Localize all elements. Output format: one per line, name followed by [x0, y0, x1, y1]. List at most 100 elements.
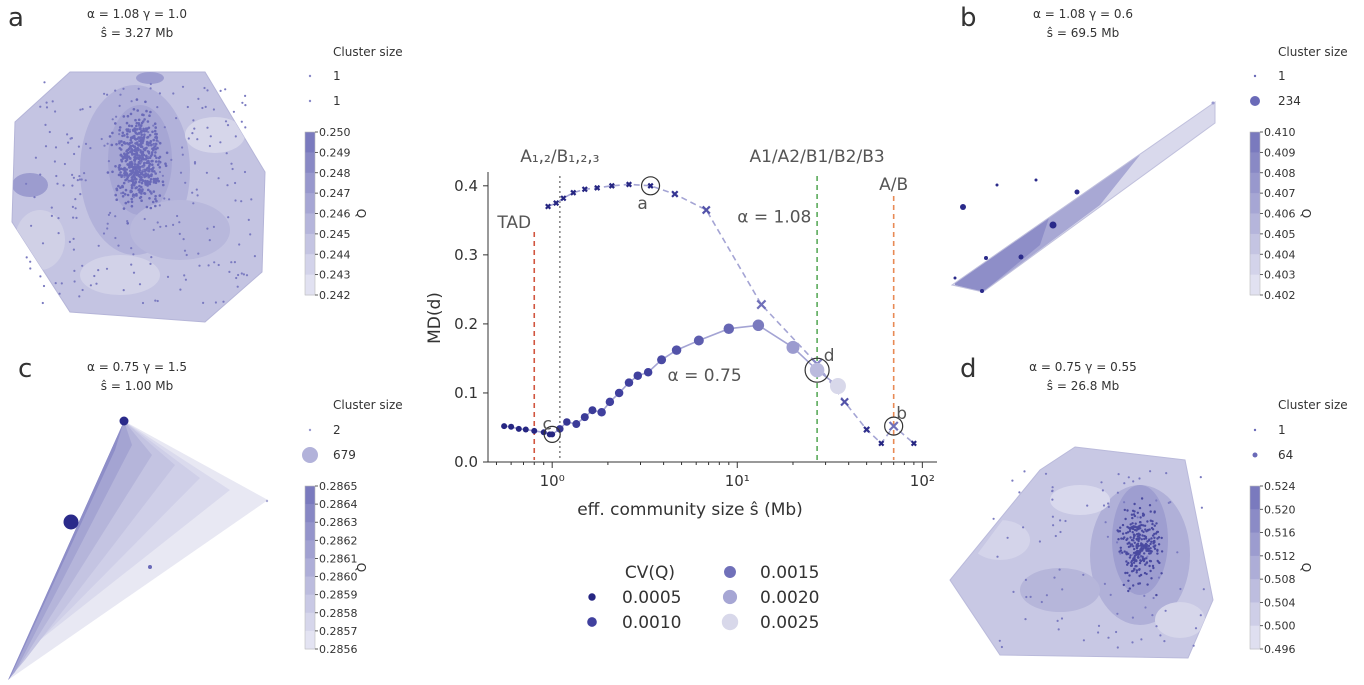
colorbar-segment: [305, 132, 315, 153]
panel-b-legend-title: Cluster size: [1278, 45, 1348, 59]
node-dot: [148, 197, 151, 200]
colorbar-label: Q: [1299, 563, 1313, 572]
node-dot: [193, 162, 197, 165]
node-dot: [1130, 513, 1134, 516]
node-dot: [153, 122, 157, 125]
node-dot: [141, 138, 144, 142]
main-y-tick-label: 0.4: [454, 177, 478, 195]
node-dot: [118, 147, 122, 150]
node-dot: [117, 173, 121, 177]
series-1-point: [580, 413, 589, 422]
annotation-label-b: b: [896, 404, 907, 424]
node-dot: [1121, 551, 1124, 554]
node-dot: [125, 121, 129, 125]
node-dot: [114, 193, 117, 197]
node-dot: [1157, 576, 1161, 579]
node-dot: [232, 110, 235, 113]
node-dot: [1138, 477, 1141, 480]
node-dot: [1149, 547, 1152, 550]
series-0-point: [581, 186, 588, 193]
colorbar-tick-label: 0.245: [319, 228, 351, 241]
node-dot: [30, 224, 33, 227]
node-dot: [1143, 534, 1146, 538]
panel-b-title-line1: α = 1.08 γ = 0.6: [1033, 7, 1133, 21]
node-dot: [150, 256, 153, 259]
colorbar-segment: [1250, 213, 1260, 235]
node-dot: [1135, 559, 1138, 562]
node-dot: [97, 269, 100, 272]
node-dot: [1132, 584, 1135, 587]
node-dot: [134, 128, 138, 131]
colorbar-segment: [305, 558, 315, 578]
node-dot: [1136, 542, 1140, 545]
node-dot: [1131, 531, 1134, 534]
colorbar-tick-label: 0.2859: [319, 589, 358, 602]
node-dot: [1138, 533, 1142, 536]
node-dot: [1165, 472, 1168, 475]
node-dot: [148, 162, 152, 166]
node-dot: [152, 228, 155, 231]
series-1-point: [809, 362, 825, 378]
node-dot: [1152, 566, 1155, 570]
node-dot: [130, 176, 134, 179]
node-dot: [206, 227, 209, 230]
node-dot: [1082, 573, 1085, 576]
node-dot: [1138, 537, 1141, 540]
node-dot: [1194, 627, 1198, 630]
node-dot: [29, 267, 32, 270]
node-dot: [80, 178, 83, 181]
node-dot: [139, 177, 142, 181]
node-dot: [1150, 540, 1153, 543]
cv-legend-marker-3: [722, 589, 738, 605]
series-0-point: [625, 181, 633, 188]
node-dot: [39, 275, 42, 278]
node-dot: [1199, 476, 1202, 479]
colorbar-segment: [305, 594, 315, 614]
node-dot: [1060, 617, 1064, 620]
series-1-point: [657, 355, 667, 365]
node-dot: [1133, 510, 1136, 513]
node-dot: [118, 164, 122, 167]
node-dot: [1131, 516, 1134, 520]
node-dot: [237, 273, 240, 277]
node-dot: [1140, 638, 1143, 641]
node-dot: [158, 92, 161, 95]
node-dot: [1153, 524, 1157, 527]
node-dot: [1136, 511, 1140, 514]
node-dot: [166, 275, 170, 278]
colorbar-tick-label: 0.2863: [319, 516, 358, 529]
panel-d-legend-marker-2: [1252, 452, 1258, 458]
colorbar-tick-label: 0.2856: [319, 643, 358, 656]
panel-d-label: d: [960, 354, 977, 384]
node-dot: [77, 145, 80, 148]
node-dot: [55, 174, 58, 178]
node-dot: [192, 119, 195, 122]
node-dot: [126, 114, 130, 118]
node-dot: [191, 132, 194, 135]
node-dot: [1146, 555, 1149, 558]
cv-legend-entry-3: 0.0020: [760, 588, 819, 608]
node-dot: [25, 256, 28, 259]
panel-d-node-points: [992, 470, 1205, 649]
annotation-label-c: c: [543, 414, 552, 434]
node-dot: [226, 124, 230, 127]
node-dot: [72, 237, 75, 240]
node-dot: [234, 135, 237, 138]
series-1-point: [549, 431, 556, 438]
node-dot: [148, 133, 152, 137]
node-dot: [152, 138, 155, 142]
node-dot: [136, 171, 139, 175]
node-dot: [1149, 560, 1153, 563]
cv-legend: CV(Q) 0.0005 0.0010 0.0015 0.0020 0.0025: [587, 563, 819, 633]
node-dot: [129, 136, 133, 140]
node-dot: [1146, 583, 1149, 586]
node-dot: [1123, 536, 1126, 539]
node-dot: [1136, 550, 1140, 553]
node-dot: [1131, 553, 1134, 556]
node-dot: [62, 184, 65, 187]
node-dot: [143, 217, 146, 221]
node-dot: [129, 112, 133, 116]
node-dot: [142, 164, 146, 167]
node-dot: [241, 101, 244, 104]
node-dot: [130, 186, 134, 190]
